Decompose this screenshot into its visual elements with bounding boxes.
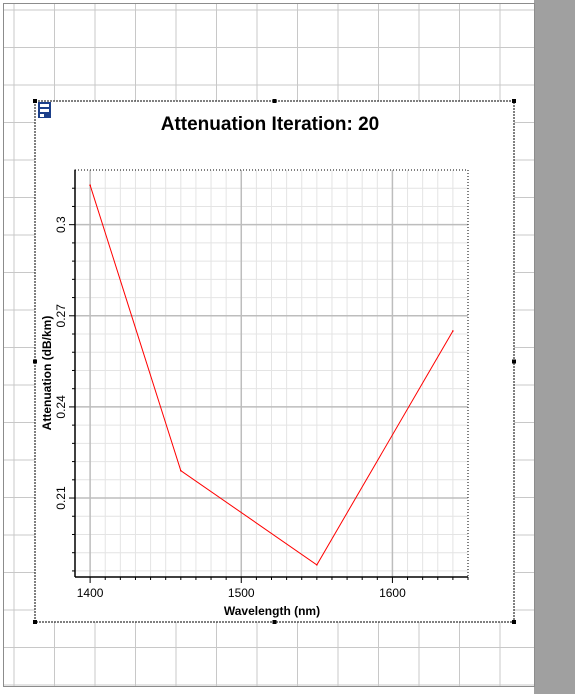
- plot-grid: [75, 170, 468, 577]
- x-tick-label: 1500: [228, 586, 255, 600]
- resize-handle[interactable]: [512, 620, 516, 624]
- y-axis-title: Attenuation (dB/km): [40, 316, 54, 431]
- chart-panel[interactable]: Attenuation Iteration: 20 1400 1500 1600 0…: [33, 99, 516, 624]
- resize-handle[interactable]: [272, 99, 277, 103]
- series-line: [89, 185, 454, 566]
- series-point: [316, 564, 318, 566]
- resize-handle[interactable]: [512, 359, 516, 364]
- resize-handles[interactable]: [33, 99, 516, 624]
- chart-panel-frame: [34, 100, 515, 623]
- resize-handle[interactable]: [33, 99, 37, 103]
- y-tick-label: 0.3: [54, 216, 68, 233]
- workspace-side-bar[interactable]: [534, 0, 575, 694]
- resize-handle[interactable]: [512, 99, 516, 103]
- series-point: [452, 330, 454, 332]
- x-tick-label: 1400: [77, 586, 104, 600]
- chart-title: Attenuation Iteration: 20: [161, 114, 380, 135]
- panel-icon[interactable]: [38, 102, 51, 118]
- series-point: [180, 469, 182, 472]
- series-layer: [89, 184, 454, 566]
- y-axis-ticks: 0.21 0.24 0.27 0.3: [54, 187, 75, 572]
- y-tick-label: 0.27: [54, 304, 68, 328]
- series-point: [89, 184, 91, 186]
- resize-handle[interactable]: [272, 620, 277, 624]
- workspace-border: [3, 3, 535, 687]
- resize-handle[interactable]: [33, 620, 37, 624]
- y-tick-label: 0.21: [54, 486, 68, 510]
- x-axis-title: Wavelength (nm): [224, 604, 320, 618]
- y-tick-label: 0.24: [54, 395, 68, 419]
- x-tick-label: 1600: [379, 586, 406, 600]
- resize-handle[interactable]: [33, 359, 37, 364]
- x-axis-ticks: 1400 1500 1600: [77, 577, 469, 600]
